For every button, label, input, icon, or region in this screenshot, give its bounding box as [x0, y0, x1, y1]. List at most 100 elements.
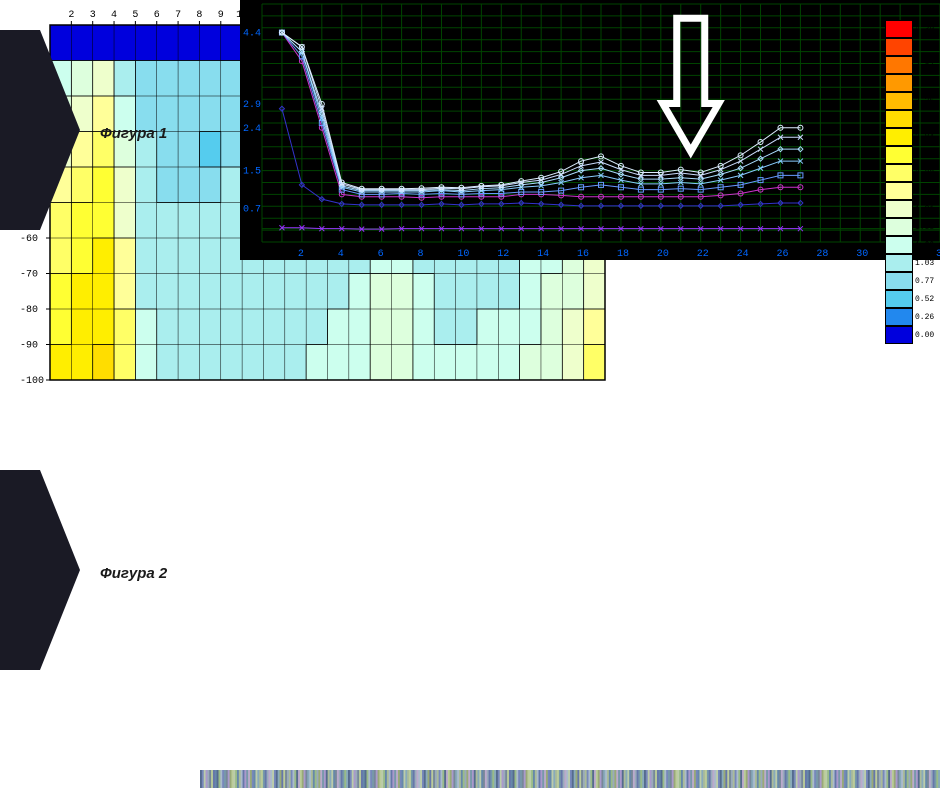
legend-row: 2.58 — [885, 146, 940, 164]
svg-text:24: 24 — [737, 249, 749, 260]
legend-value: 3.87 — [915, 61, 934, 70]
legend-swatch — [885, 110, 913, 128]
legend-value: 3.35 — [915, 97, 934, 106]
chart-1-svg: 0.71.52.42.94.4 246810121416182022242628… — [242, 2, 940, 262]
legend-row: 0.52 — [885, 290, 940, 308]
svg-text:16: 16 — [577, 249, 589, 260]
legend-value: 2.32 — [915, 169, 934, 178]
legend-value: 4.39 — [915, 25, 934, 34]
legend-swatch — [885, 290, 913, 308]
chart-2-legend: 4.39 4.13 3.87 3.61 3.35 3.10 2.84 2.58 2.32 2.06… — [885, 20, 940, 344]
chart-1-line-plot: 0.71.52.42.94.4 246810121416182022242628… — [240, 0, 940, 260]
svg-text:12: 12 — [497, 249, 509, 260]
svg-text:4: 4 — [338, 249, 344, 260]
chart-1-arrow-annotation — [663, 18, 719, 151]
legend-value: 4.13 — [915, 43, 934, 52]
svg-text:6: 6 — [378, 249, 384, 260]
legend-row: 0.77 — [885, 272, 940, 290]
legend-value: 0.77 — [915, 277, 934, 286]
legend-swatch — [885, 326, 913, 344]
svg-text:22: 22 — [697, 249, 709, 260]
svg-text:0.7: 0.7 — [243, 205, 261, 216]
svg-text:2: 2 — [298, 249, 304, 260]
strip-svg — [200, 770, 940, 788]
svg-text:-100: -100 — [20, 376, 44, 387]
svg-text:20: 20 — [657, 249, 669, 260]
chart-1-y-labels: 0.7 1.5 2.4 2.9 4.4 — [243, 29, 261, 216]
figure-1-label: Фигура 1 — [100, 125, 167, 142]
legend-row: 3.35 — [885, 92, 940, 110]
figure-2-label: Фигура 2 — [100, 565, 167, 582]
svg-text:-80: -80 — [20, 305, 38, 316]
legend-value: 1.55 — [915, 223, 934, 232]
legend-swatch — [885, 218, 913, 236]
svg-text:14: 14 — [537, 249, 549, 260]
svg-text:6: 6 — [154, 10, 160, 21]
legend-value: 3.10 — [915, 115, 934, 124]
legend-value: 0.26 — [915, 313, 934, 322]
svg-text:8: 8 — [418, 249, 424, 260]
svg-text:7: 7 — [175, 10, 181, 21]
legend-row: 3.61 — [885, 74, 940, 92]
legend-row: 3.10 — [885, 110, 940, 128]
legend-row: 3.87 — [885, 56, 940, 74]
legend-row: 1.29 — [885, 236, 940, 254]
legend-swatch — [885, 20, 913, 38]
legend-swatch — [885, 308, 913, 326]
pointer-shape-1 — [0, 30, 80, 230]
legend-swatch — [885, 56, 913, 74]
svg-text:-60: -60 — [20, 234, 38, 245]
svg-text:4: 4 — [111, 10, 117, 21]
svg-text:1.5: 1.5 — [243, 167, 261, 178]
legend-swatch — [885, 92, 913, 110]
svg-text:10: 10 — [457, 249, 469, 260]
legend-row: 1.03 — [885, 254, 940, 272]
legend-swatch — [885, 236, 913, 254]
legend-value: 2.84 — [915, 133, 934, 142]
legend-value: 1.29 — [915, 241, 934, 250]
legend-value: 2.06 — [915, 187, 934, 196]
chart-1-x-labels: 246810121416182022242628303234 — [298, 249, 940, 260]
legend-value: 2.58 — [915, 151, 934, 160]
svg-text:18: 18 — [617, 249, 629, 260]
legend-row: 1.81 — [885, 200, 940, 218]
legend-swatch — [885, 74, 913, 92]
legend-row: 1.55 — [885, 218, 940, 236]
svg-text:2: 2 — [68, 10, 74, 21]
svg-text:30: 30 — [856, 249, 868, 260]
legend-value: 0.00 — [915, 331, 934, 340]
pointer-polygon — [0, 470, 80, 670]
svg-text:3: 3 — [90, 10, 96, 21]
legend-swatch — [885, 254, 913, 272]
legend-row: 4.39 — [885, 20, 940, 38]
legend-swatch — [885, 128, 913, 146]
svg-text:8: 8 — [196, 10, 202, 21]
legend-row: 4.13 — [885, 38, 940, 56]
legend-value: 1.81 — [915, 205, 934, 214]
legend-row: 0.00 — [885, 326, 940, 344]
legend-swatch — [885, 164, 913, 182]
legend-swatch — [885, 38, 913, 56]
svg-text:-90: -90 — [20, 341, 38, 352]
legend-value: 1.03 — [915, 259, 934, 268]
legend-row: 2.84 — [885, 128, 940, 146]
legend-value: 0.52 — [915, 295, 934, 304]
svg-text:28: 28 — [816, 249, 828, 260]
legend-row: 0.26 — [885, 308, 940, 326]
svg-text:4.4: 4.4 — [243, 29, 261, 40]
svg-text:-70: -70 — [20, 270, 38, 281]
legend-row: 2.32 — [885, 164, 940, 182]
legend-row: 2.06 — [885, 182, 940, 200]
bottom-noise-strip — [200, 770, 940, 788]
svg-text:5: 5 — [132, 10, 138, 21]
svg-text:2.4: 2.4 — [243, 124, 261, 135]
legend-swatch — [885, 272, 913, 290]
legend-swatch — [885, 182, 913, 200]
svg-text:9: 9 — [218, 10, 224, 21]
pointer-shape-2 — [0, 470, 80, 670]
pointer-polygon — [0, 30, 80, 230]
legend-value: 3.61 — [915, 79, 934, 88]
legend-swatch — [885, 146, 913, 164]
svg-text:2.9: 2.9 — [243, 100, 261, 111]
svg-text:26: 26 — [776, 249, 788, 260]
